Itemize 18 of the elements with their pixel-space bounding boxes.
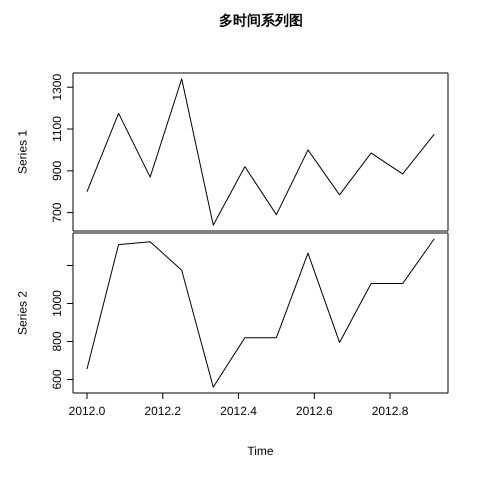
chart-title: 多时间系列图 [218, 12, 304, 30]
y-tick-label: 1100 [50, 116, 64, 142]
x-axis-title: Time [247, 444, 274, 458]
y-tick-label: 1000 [50, 290, 64, 317]
x-tick-label: 2012.2 [144, 404, 182, 418]
y-tick-label: 700 [50, 202, 64, 223]
x-tick-label: 2012.6 [296, 404, 333, 418]
y-tick-label: 1300 [50, 74, 64, 101]
y-tick-label: 600 [50, 369, 64, 390]
y-axis-title: Series 1 [15, 130, 30, 174]
y-tick-label: 800 [50, 331, 64, 352]
x-tick-label: 2012.0 [68, 404, 106, 418]
y-tick-label: 900 [50, 160, 64, 181]
line-series [86, 238, 435, 388]
x-tick-label: 2012.8 [372, 404, 409, 418]
y-axis-title: Series 2 [15, 290, 30, 336]
x-tick-label: 2012.4 [220, 404, 258, 418]
line-series [86, 78, 435, 226]
